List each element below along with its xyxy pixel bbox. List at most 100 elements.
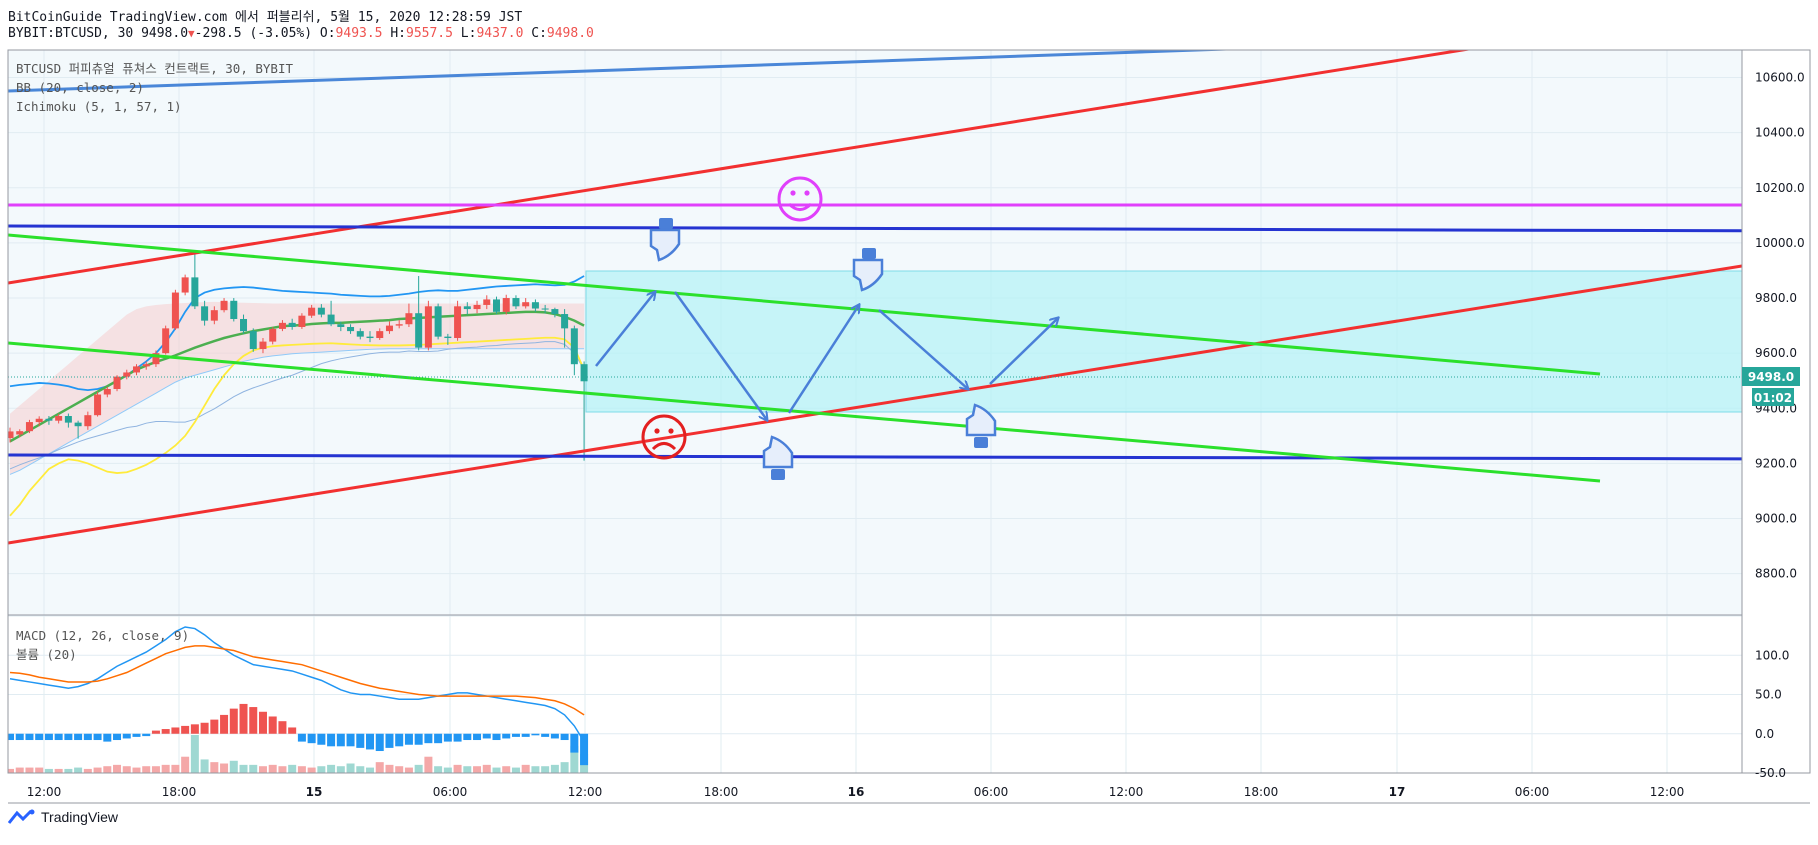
candle-body (123, 372, 131, 377)
timer-badge-bg (1752, 388, 1794, 406)
volume-bar (44, 768, 53, 773)
price-axis[interactable]: 8800.09000.09200.09400.09600.09800.01000… (1755, 71, 1805, 581)
macd-histogram-bar (64, 733, 73, 741)
macd-histogram-bar (74, 733, 83, 741)
bollinger-bands (9, 275, 585, 517)
candle-body (483, 299, 491, 305)
candle-body (152, 353, 160, 365)
price-tick-label: 10000.0 (1755, 236, 1805, 250)
macd-histogram-bar (375, 733, 384, 752)
macd-histogram-bar (171, 727, 180, 734)
volume-bar (103, 766, 112, 773)
volume-legend[interactable]: 볼륨 (20) (16, 647, 77, 662)
volume-bar (8, 768, 14, 773)
pointing-hand-icon[interactable] (965, 403, 997, 448)
timer-badge: 01:02 (1754, 391, 1792, 405)
pointing-hand-icon[interactable] (762, 435, 794, 480)
price-tick-label: 10600.0 (1755, 71, 1805, 85)
ichimoku-cloud (9, 301, 585, 475)
macd-histogram-bar (83, 733, 92, 741)
volume-bar (220, 763, 229, 773)
macd-histogram-bar (229, 708, 238, 734)
price-tick-label: 9000.0 (1755, 512, 1797, 526)
time-axis[interactable]: 12:00 18:00 15 06:00 12:00 18:00 16 06:00 12:00 1… (27, 785, 1685, 799)
macd-histogram-bar (463, 733, 472, 741)
channel-green-lower[interactable] (8, 341, 1601, 483)
candle-body (113, 376, 121, 389)
ichimoku-span-b (9, 348, 585, 475)
candle-body (561, 314, 569, 329)
candle-body (493, 299, 500, 312)
forecast-path-2[interactable] (673, 291, 767, 420)
candle-body (405, 313, 413, 325)
drawings[interactable] (8, 48, 1810, 545)
tradingview-logo[interactable]: TradingView (8, 809, 118, 825)
frown-icon[interactable] (641, 414, 687, 460)
macd-histogram-bar (443, 733, 452, 742)
close-label: C: (531, 26, 547, 41)
publish-info: BitCoinGuide TradingView.com 에서 퍼블리쉬, 5월… (8, 10, 523, 25)
macd-histogram-bar (434, 733, 443, 744)
macd-histogram-bar (161, 729, 170, 734)
forecast-path-3[interactable] (787, 305, 859, 414)
last-price: 9498.0 (141, 26, 189, 41)
price-tick-label: 9800.0 (1755, 291, 1797, 305)
candle-body (570, 328, 578, 365)
candle-body (298, 315, 306, 327)
pointing-hand-icon[interactable] (852, 248, 884, 292)
trendline-blue-top[interactable] (8, 48, 1255, 93)
candle-body (502, 298, 510, 312)
volume-bar (366, 767, 375, 773)
time-tick-label: 17 (1389, 785, 1406, 799)
macd-histogram-bar (395, 733, 404, 747)
forecast-path[interactable] (595, 292, 655, 367)
candle-body (55, 416, 63, 421)
bb-legend[interactable]: BB (20, close, 2) (16, 80, 144, 95)
forecast-path-4[interactable] (878, 309, 968, 389)
trendline-red-upper[interactable] (8, 48, 1475, 285)
volume-bar (434, 766, 443, 773)
macd-histogram-bar (288, 727, 297, 734)
candle-body (395, 324, 403, 326)
macd-axis: -50.0 0.0 50.0 100.0 (1755, 648, 1789, 780)
volume-bar (502, 766, 511, 773)
price-tick-label: 10400.0 (1755, 126, 1805, 140)
range-box[interactable] (585, 270, 1743, 413)
candle-body (259, 341, 267, 350)
candle-body (376, 331, 384, 339)
horizontal-line-blue-upper[interactable] (8, 224, 1810, 233)
forecast-path-5[interactable] (989, 318, 1058, 385)
macd-histogram-bar (113, 733, 122, 741)
macd-histogram-bar (249, 707, 258, 734)
macd-histogram-bar (54, 733, 63, 741)
smiley-icon[interactable] (777, 176, 823, 222)
volume-bar (414, 764, 423, 773)
volume-bar (142, 766, 151, 773)
close-value: 9498.0 (546, 26, 594, 41)
ichimoku-legend[interactable]: Ichimoku (5, 1, 57, 1) (16, 99, 182, 114)
time-tick-label: 18:00 (162, 785, 197, 799)
ichimoku-tenkan-line (9, 336, 585, 517)
macd-histogram-bar (307, 733, 316, 744)
candle-body (473, 304, 481, 310)
open-label: O: (319, 26, 336, 41)
macd-legend[interactable]: MACD (12, 26, close, 9) (16, 628, 189, 643)
macd-histogram-bar (385, 733, 394, 748)
volume-bar (385, 764, 394, 773)
volume-bar (229, 760, 238, 773)
time-tick-label: 06:00 (1515, 785, 1550, 799)
macd-histogram-bar (511, 733, 520, 737)
candle-body (230, 300, 238, 319)
candle-body (463, 306, 471, 310)
volume-bar (404, 767, 413, 773)
macd-histogram-bar (531, 733, 540, 736)
horizontal-line-blue-lower[interactable] (8, 453, 1810, 461)
trendline-red-lower[interactable] (8, 264, 1742, 545)
time-tick-label: 06:00 (974, 785, 1009, 799)
channel-green-upper[interactable] (8, 233, 1601, 376)
macd-tick-label: 100.0 (1755, 648, 1789, 662)
down-triangle-icon: ▼ (188, 27, 195, 40)
volume-bar (74, 767, 83, 773)
pointing-hand-icon[interactable] (649, 218, 681, 262)
